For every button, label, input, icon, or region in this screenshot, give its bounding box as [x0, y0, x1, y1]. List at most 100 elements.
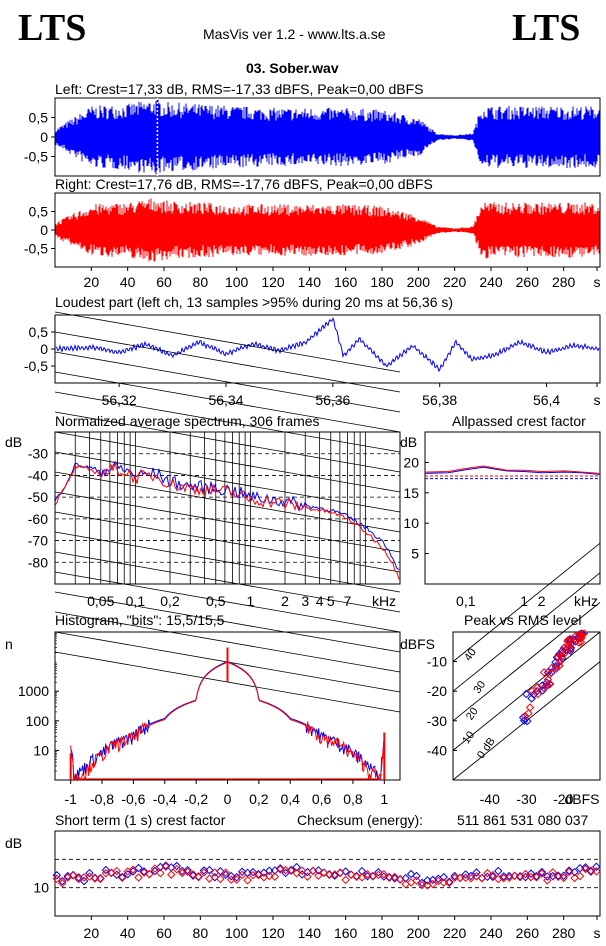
- loudest-xtick-label: 56,4: [533, 392, 560, 408]
- right-xtick-label: s: [594, 274, 601, 290]
- right-xtick-label: 260: [516, 274, 540, 290]
- shortterm-point-left: [63, 871, 72, 881]
- shortterm-point-right: [128, 865, 138, 874]
- spectrum-ytick-label: -80: [28, 554, 48, 570]
- shortterm-point-right: [335, 868, 345, 878]
- left-channel-ytick-label: 0,5: [29, 110, 49, 126]
- peakrms-point-right: [577, 631, 586, 640]
- spectrum-xtick-label: 5: [327, 593, 335, 609]
- loudest-ytick-label: 0,5: [29, 324, 49, 340]
- shortterm-point-right: [232, 875, 241, 884]
- right-xtick-label: 280: [552, 274, 576, 290]
- shortterm-point-left: [357, 866, 367, 876]
- shortterm-point-right: [254, 870, 263, 880]
- histogram-xtick-label: 0,2: [249, 791, 269, 807]
- loudest-xtick-label: 56,32: [102, 392, 137, 408]
- shortterm-point-right: [210, 868, 220, 877]
- shortterm-point-left: [401, 873, 410, 883]
- spectrum-slope-line: [54, 471, 401, 533]
- shortterm-xtick-label: 40: [120, 925, 136, 941]
- shortterm-xtick-label: 180: [370, 925, 394, 941]
- shortterm-point-right: [292, 868, 301, 878]
- shortterm-point-left: [123, 870, 132, 879]
- loudest-xtick-label: 56,34: [208, 392, 243, 408]
- histogram-xtick-label: -0,8: [90, 791, 114, 807]
- spectrum-slope-line: [54, 531, 401, 593]
- checksum-label: Checksum (energy):: [297, 812, 424, 828]
- shortterm-point-left: [183, 865, 192, 875]
- spectrum-xtick-label: 4: [316, 593, 324, 609]
- peakrms-ytick-label: -30: [427, 713, 447, 729]
- shortterm-point-left: [265, 866, 274, 875]
- peakrms-crest-label: 10: [460, 729, 477, 746]
- shortterm-point-right: [237, 870, 247, 880]
- logo-left: LTS: [18, 7, 87, 49]
- histogram-xtick-label: 0: [224, 791, 232, 807]
- peakrms-ytick-label: -20: [427, 683, 447, 699]
- right-xtick-label: 240: [479, 274, 503, 290]
- histogram-xtick-label: -1: [64, 791, 77, 807]
- shortterm-panel-title: Short term (1 s) crest factor: [55, 812, 226, 828]
- shortterm-point-right: [58, 879, 67, 888]
- spectrum-ylabel: dB: [5, 434, 22, 450]
- shortterm-point-right: [134, 873, 143, 882]
- shortterm-point-right: [423, 881, 432, 890]
- shortterm-point-left: [559, 871, 568, 881]
- app-title: MasVis ver 1.2 - www.lts.a.se: [203, 26, 386, 42]
- shortterm-xtick-label: 280: [552, 925, 576, 941]
- left-channel-ytick-label: -0,5: [24, 149, 48, 165]
- shortterm-point-right: [395, 874, 405, 884]
- peakrms-xtick-label: -40: [480, 791, 500, 807]
- shortterm-point-right: [521, 869, 530, 879]
- shortterm-xtick-label: 160: [334, 925, 358, 941]
- spectrum-slope-line: [54, 391, 401, 453]
- peakrms-crest-label: 40: [462, 646, 479, 663]
- spectrum-ytick-label: -40: [28, 467, 48, 483]
- shortterm-point-left: [286, 865, 296, 875]
- shortterm-point-right: [79, 873, 89, 882]
- spectrum-xtick-label: kHz: [372, 593, 396, 609]
- shortterm-point-right: [417, 880, 427, 890]
- peakrms-point-left: [527, 694, 536, 703]
- allpass-xtick-label: 1: [520, 593, 528, 609]
- shortterm-point-left: [117, 872, 127, 882]
- loudest-xtick-label: s: [594, 392, 601, 408]
- allpass-ytick-label: 10: [403, 515, 419, 531]
- right-xtick-label: 220: [443, 274, 467, 290]
- shortterm-point-right: [532, 873, 541, 882]
- peakrms-crest-line: [452, 661, 601, 781]
- shortterm-point-right: [308, 866, 318, 876]
- shortterm-point-right: [156, 868, 165, 878]
- peakrms-point-right: [533, 689, 543, 699]
- shortterm-point-right: [52, 874, 62, 884]
- right-xtick-label: 160: [334, 274, 358, 290]
- loudest-xtick-label: 56,38: [422, 392, 457, 408]
- shortterm-point-right: [226, 875, 236, 884]
- shortterm-point-right: [586, 866, 596, 875]
- peakrms-point-right: [533, 683, 542, 692]
- right-xtick-label: 20: [84, 274, 100, 290]
- file-name: 03. Sober.wav: [246, 60, 339, 76]
- shortterm-point-right: [303, 872, 312, 881]
- shortterm-point-left: [532, 871, 541, 881]
- shortterm-point-right: [90, 874, 100, 883]
- allpass-ytick-label: 5: [411, 546, 419, 562]
- shortterm-point-right: [499, 873, 508, 883]
- right-xtick-label: 200: [407, 274, 431, 290]
- shortterm-point-right: [548, 868, 558, 877]
- allpass-xtick-label: 0,1: [456, 593, 476, 609]
- shortterm-ylabel: dB: [5, 835, 22, 851]
- shortterm-point-right: [379, 869, 389, 879]
- shortterm-point-right: [488, 870, 498, 880]
- shortterm-point-right: [243, 876, 252, 885]
- spectrum-ytick-label: -60: [28, 511, 48, 527]
- spectrum-xtick-label: 0,1: [126, 593, 146, 609]
- allpass-series-left: [424, 466, 601, 476]
- left-channel-ytick-label: 0: [40, 129, 48, 145]
- peakrms-xtick-label: dBFS: [564, 791, 599, 807]
- peakrms-ylabel: dBFS: [400, 636, 435, 652]
- right-xtick-label: 180: [370, 274, 394, 290]
- spectrum-xtick-label: 0,5: [206, 593, 226, 609]
- shortterm-point-right: [205, 874, 214, 883]
